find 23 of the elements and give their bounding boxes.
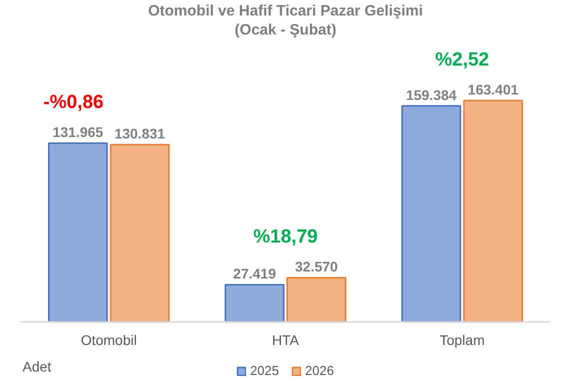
bar <box>401 105 462 323</box>
data-label: 159.384 <box>406 86 457 103</box>
bar <box>286 276 346 323</box>
chart-title: Otomobil ve Hafif Ticari Pazar Gelişimi <box>148 2 423 20</box>
text: Adet <box>22 358 52 374</box>
data-label: 27.419 <box>233 266 276 282</box>
data-label: 32.570 <box>295 258 338 275</box>
legend-label: 2025 <box>250 363 279 378</box>
data-label: 163.401 <box>468 81 519 98</box>
bar <box>224 284 284 323</box>
x-tick-label: HTA <box>272 332 300 348</box>
data-label: 130.831 <box>114 126 166 142</box>
annotation: -%0,86 <box>43 92 104 114</box>
annotation: %18,79 <box>253 226 318 248</box>
chart-subtitle: (Ocak - Şubat) <box>234 22 336 38</box>
legend-label: 2026 <box>305 363 334 378</box>
bar <box>463 100 523 323</box>
text: %2,52 <box>435 49 490 70</box>
x-tick-label: Toplam <box>440 332 485 348</box>
x-tick-label: Otomobil <box>80 332 137 348</box>
data-label: 131.965 <box>52 124 104 140</box>
bar <box>48 142 108 323</box>
bar <box>110 144 170 323</box>
